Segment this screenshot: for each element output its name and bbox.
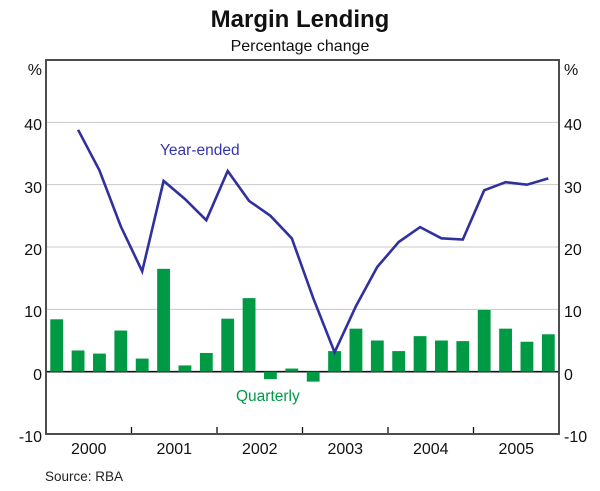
bar-2004-Q2 [413, 336, 427, 372]
bar-2002-Q3 [264, 371, 277, 380]
y-axis-unit-left: % [27, 62, 42, 79]
bar-2001-Q2 [157, 268, 170, 372]
y-tick-label-right-40: 40 [564, 117, 582, 135]
x-tick-label-2002: 2002 [241, 441, 278, 458]
bar-2003-Q3 [349, 328, 363, 372]
bar-2000-Q2 [71, 350, 85, 372]
y-tick-label-left-40: 40 [24, 117, 42, 135]
bar-series-label: Quarterly [236, 388, 300, 405]
y-tick-label-right-30: 30 [564, 179, 582, 197]
bar-2003-Q2 [328, 351, 341, 372]
line-series-label: Year-ended [160, 142, 240, 159]
y-tick-label-left-0: 0 [33, 366, 42, 384]
bar-2005-Q2 [499, 328, 512, 372]
y-tick-label-right-0: 0 [564, 366, 573, 384]
x-tick-label-2001: 2001 [156, 441, 193, 458]
year-ended-line [76, 129, 549, 356]
bar-2001-Q3 [178, 365, 192, 372]
bar-2004-Q4 [456, 341, 470, 372]
y-tick-label-left-30: 30 [24, 179, 42, 197]
bar-2001-Q1 [135, 358, 149, 372]
y-tick-label-right-20: 20 [564, 242, 582, 259]
bar-2000-Q4 [114, 330, 128, 372]
source-note: Source: RBA [45, 469, 124, 484]
bar-2001-Q4 [199, 352, 213, 372]
bar-2005-Q3 [520, 341, 534, 372]
bar-2000-Q3 [93, 353, 106, 372]
bar-2004-Q1 [392, 351, 406, 372]
bar-2005-Q1 [477, 309, 491, 372]
y-tick-label-left-20: 20 [24, 242, 42, 259]
y-tick-label-left--10: -10 [18, 429, 42, 446]
bar-2000-Q1 [50, 319, 64, 372]
y-tick-label-right--10: -10 [564, 429, 588, 446]
chart-subtitle: Percentage change [230, 38, 370, 55]
y-axis-unit-right: % [564, 62, 579, 79]
x-tick-label-2000: 2000 [70, 441, 107, 458]
x-tick-label-2003: 2003 [327, 441, 364, 458]
bar-2005-Q4 [541, 334, 555, 372]
y-tick-label-right-10: 10 [564, 304, 582, 322]
chart-title: Margin Lending [210, 6, 390, 33]
bar-2003-Q4 [370, 340, 384, 372]
x-tick-label-2004: 2004 [412, 441, 449, 458]
bar-2002-Q1 [221, 318, 235, 372]
bar-2002-Q2 [242, 298, 256, 372]
x-tick-label-2005: 2005 [498, 441, 535, 458]
y-tick-label-left-10: 10 [24, 304, 42, 322]
bar-2003-Q1 [306, 371, 320, 382]
bar-2002-Q4 [285, 368, 299, 372]
bar-2004-Q3 [435, 340, 448, 372]
plot-frame [45, 59, 560, 435]
